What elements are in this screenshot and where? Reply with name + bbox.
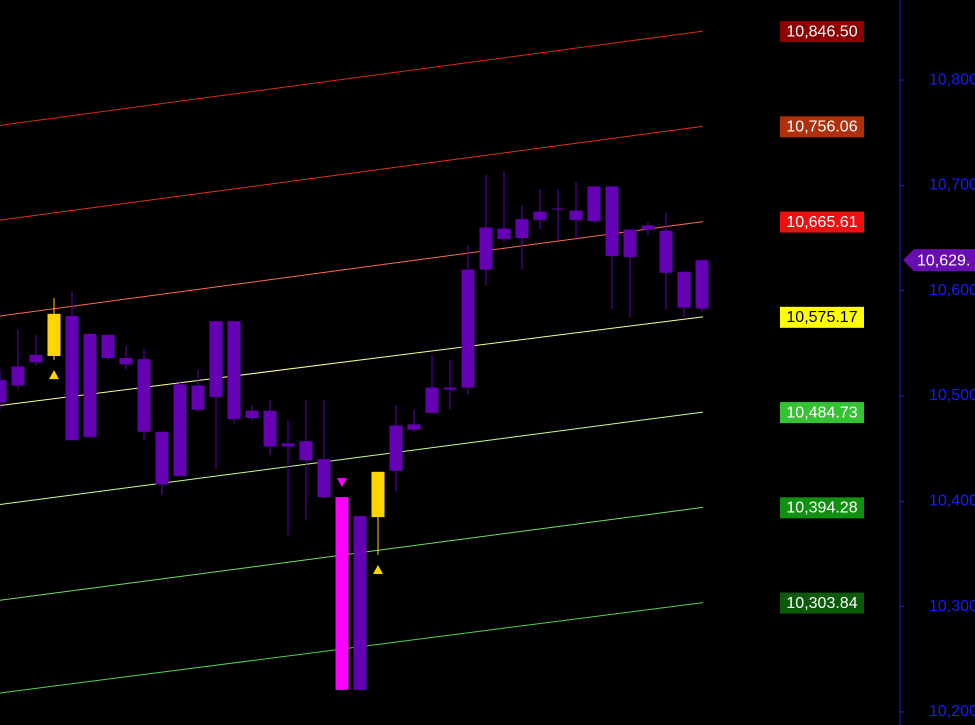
channel-line (0, 316, 704, 406)
candle-body (11, 366, 25, 386)
candle-body (0, 380, 7, 403)
candle-body (443, 387, 457, 390)
channel-label: 10,303.84 (786, 595, 857, 612)
signal-up (49, 370, 59, 380)
candle-body (173, 384, 187, 477)
last-price-marker (903, 249, 975, 272)
channel-label-box (780, 21, 864, 43)
candle-body (119, 358, 133, 365)
channel-label: 10,756.06 (786, 119, 857, 136)
candle-body (479, 227, 493, 270)
channel-line (0, 602, 704, 694)
candle-body (263, 410, 277, 447)
channel-line (0, 125, 704, 221)
candle-body (515, 219, 529, 239)
channel-label-box (780, 306, 864, 328)
candle-body (425, 387, 439, 413)
candle-body (533, 211, 547, 221)
candle-body (29, 354, 43, 363)
channel-line (0, 411, 704, 505)
candle-body (623, 229, 637, 257)
signal-up (373, 565, 383, 575)
candle-body (407, 424, 421, 430)
channel-label: 10,846.50 (786, 23, 857, 40)
y-tick-label: 10,300 (929, 598, 975, 615)
candle-body (389, 425, 403, 471)
candle-body (371, 471, 385, 518)
y-tick-label: 10,600 (929, 282, 975, 299)
candle-body (245, 410, 259, 419)
candle-body (587, 186, 601, 222)
candle-body (83, 333, 97, 438)
candle-body (497, 228, 511, 240)
candle-body (299, 441, 313, 461)
channel-label: 10,665.61 (786, 214, 857, 231)
candle-body (281, 443, 295, 447)
candle-body (335, 497, 349, 690)
candle-body (47, 313, 61, 356)
y-tick-label: 10,200 (929, 703, 975, 720)
y-tick-label: 10,700 (929, 177, 975, 194)
candle-body (677, 271, 691, 308)
candle-body (191, 385, 205, 410)
candle-body (65, 315, 79, 441)
candle-body (101, 334, 115, 359)
candle-body (227, 321, 241, 420)
candle-body (569, 210, 583, 221)
channel-label: 10,484.73 (786, 404, 857, 421)
channel-line (0, 506, 704, 601)
candle-body (659, 230, 673, 273)
channel-line (0, 221, 704, 317)
candle-body (461, 269, 475, 388)
signal-down (337, 478, 347, 488)
channel-label: 10,575.17 (786, 309, 857, 326)
last-price-label: 10,629. (917, 252, 970, 269)
candle-body (137, 359, 151, 432)
y-tick-label: 10,500 (929, 387, 975, 404)
candle-body (353, 516, 367, 690)
channel-label-box (780, 402, 864, 424)
candle-body (695, 260, 709, 309)
channel-line (0, 30, 704, 126)
y-tick-label: 10,400 (929, 493, 975, 510)
candle-body (155, 431, 169, 485)
y-tick-label: 10,800 (929, 71, 975, 88)
channel-label-box (780, 211, 864, 233)
channel-label-box (780, 592, 864, 614)
channel-label: 10,394.28 (786, 500, 857, 517)
candle-body (605, 186, 619, 256)
candle-body (317, 459, 331, 498)
channel-label-box (780, 116, 864, 138)
candle-body (641, 225, 655, 230)
candle-body (551, 208, 565, 210)
candle-body (209, 321, 223, 398)
channel-label-box (780, 497, 864, 519)
